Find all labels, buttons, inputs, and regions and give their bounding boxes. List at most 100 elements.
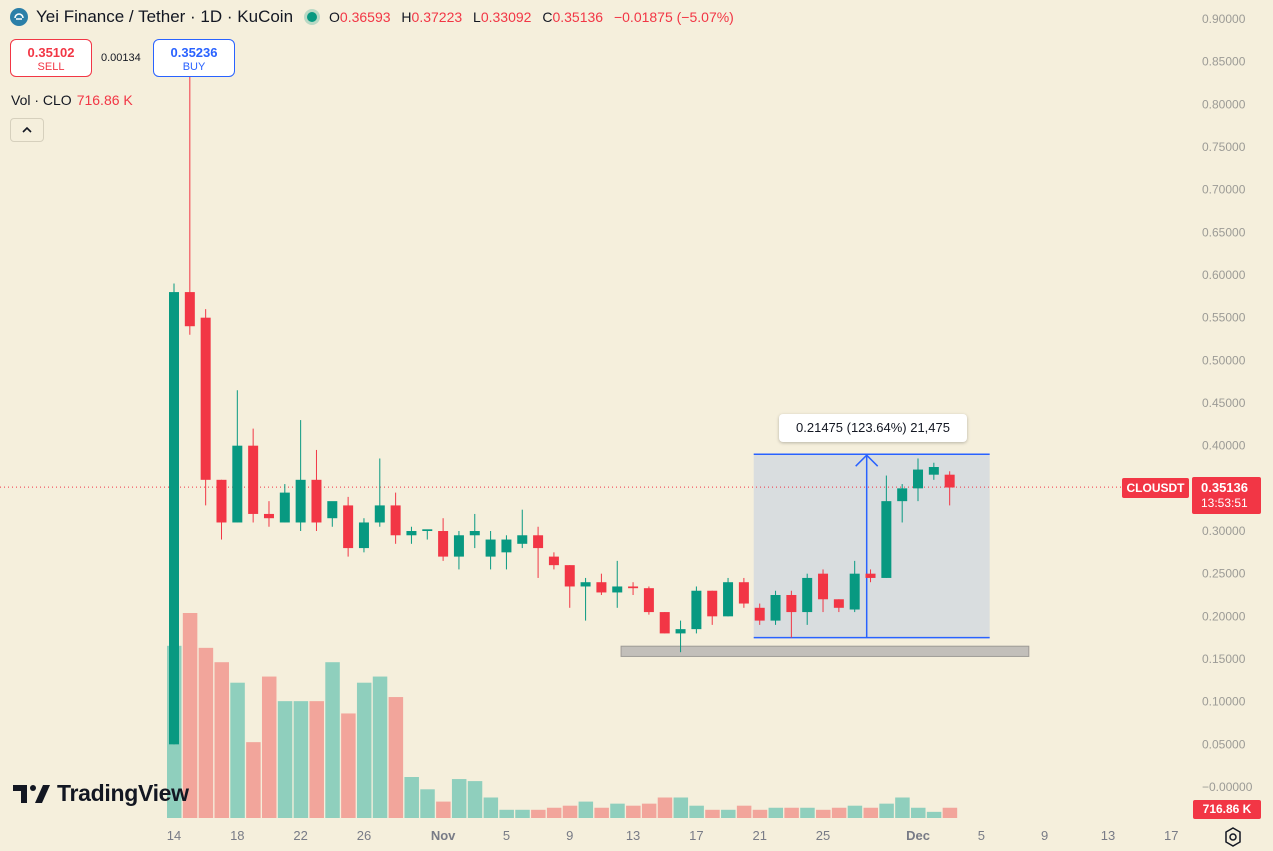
time-axis-label: 25	[816, 828, 830, 843]
volume-bar	[879, 803, 894, 818]
buy-button[interactable]: 0.35236 BUY	[153, 39, 235, 77]
candle	[564, 565, 575, 587]
volume-bar	[531, 809, 546, 818]
ohlc-readout: O0.36593 H0.37223 L0.33092 C0.35136 −0.0…	[329, 9, 734, 25]
time-axis-label: 18	[230, 828, 244, 843]
settings-gear-icon[interactable]	[1222, 826, 1244, 848]
volume-bar	[277, 701, 293, 818]
symbol-price-tag: CLOUSDT	[1122, 478, 1189, 498]
time-axis-label: 13	[626, 828, 640, 843]
candle	[263, 513, 274, 519]
candle	[786, 595, 797, 613]
tradingview-logo-icon	[13, 784, 50, 803]
candle	[818, 573, 829, 600]
candle	[469, 531, 480, 536]
price-axis-label: 0.65000	[1202, 225, 1246, 239]
volume-bar	[388, 697, 404, 818]
volume-bar	[752, 809, 768, 818]
candle	[232, 445, 243, 523]
volume-indicator-legend[interactable]: Vol · CLO 716.86 K	[11, 92, 133, 108]
volume-bar	[800, 807, 815, 818]
measure-tooltip: 0.21475 (123.64%) 21,475	[779, 414, 967, 442]
price-axis-label: 0.40000	[1202, 439, 1246, 453]
volume-bar	[895, 797, 910, 818]
chevron-up-icon[interactable]	[10, 118, 44, 142]
volume-bar	[641, 803, 657, 818]
volume-bar	[657, 797, 673, 818]
candle	[675, 629, 686, 634]
price-change: −0.01875 (−5.07%)	[613, 9, 734, 25]
volume-bar	[721, 809, 736, 818]
candle	[754, 607, 765, 621]
volume-bar	[911, 807, 926, 818]
volume-bar	[515, 809, 530, 818]
volume-bar	[847, 805, 863, 818]
volume-bar	[736, 805, 752, 818]
candle	[295, 479, 306, 523]
candle	[200, 317, 211, 480]
candle	[485, 539, 496, 557]
time-axis-label: 9	[1041, 828, 1048, 843]
volume-value-tag: 716.86 K	[1193, 800, 1261, 819]
support-zone	[620, 645, 1030, 657]
volume-bar	[610, 803, 625, 818]
volume-bar	[230, 682, 245, 818]
volume-bar	[594, 807, 609, 818]
price-axis-label: 0.90000	[1202, 12, 1246, 26]
price-axis-label: 0.30000	[1202, 524, 1246, 538]
time-axis-label: 22	[293, 828, 307, 843]
candle	[533, 535, 544, 549]
volume-bar	[546, 807, 562, 818]
market-status-icon[interactable]	[307, 12, 318, 22]
volume-bar	[372, 676, 388, 818]
volume-bar	[182, 613, 198, 818]
price-axis-label: −0.00000	[1202, 780, 1253, 794]
candle	[501, 539, 512, 553]
volume-bar	[578, 801, 594, 818]
candle	[881, 501, 892, 578]
price-axis-label: 0.70000	[1202, 183, 1246, 197]
time-axis-label: 26	[357, 828, 371, 843]
price-axis-label: 0.20000	[1202, 609, 1246, 623]
volume-bar	[246, 742, 261, 818]
candle	[343, 505, 354, 549]
candle	[374, 505, 385, 523]
candle	[849, 573, 860, 610]
candle	[596, 582, 607, 593]
tradingview-logo[interactable]: TradingView	[13, 780, 189, 807]
candle	[279, 492, 290, 523]
price-axis-label: 0.15000	[1202, 652, 1246, 666]
volume-bar	[261, 676, 277, 818]
candle	[865, 573, 876, 578]
volume-bar	[942, 807, 958, 818]
chart-header: Yei Finance / Tether · 1D · KuCoin O0.36…	[10, 7, 741, 27]
spread-value: 0.00134	[101, 52, 141, 64]
candle	[770, 595, 781, 621]
candle	[390, 505, 401, 536]
candle	[659, 612, 670, 634]
candle	[723, 582, 734, 617]
volume-bar	[420, 789, 435, 818]
price-axis-label: 0.80000	[1202, 97, 1246, 111]
price-axis-label: 0.85000	[1202, 55, 1246, 69]
last-price-tag: 0.35136 13:53:51	[1192, 477, 1261, 514]
volume-bar	[499, 809, 514, 818]
candle	[517, 535, 528, 544]
bar-countdown: 13:53:51	[1201, 496, 1248, 510]
sell-button[interactable]: 0.35102 SELL	[10, 39, 92, 77]
volume-bar	[705, 809, 720, 818]
time-axis-label: 21	[752, 828, 766, 843]
volume-bar	[926, 811, 942, 818]
volume-bar	[436, 801, 451, 818]
volume-bar	[689, 805, 704, 818]
candle	[216, 479, 227, 523]
candle	[913, 469, 924, 489]
symbol-title[interactable]: Yei Finance / Tether · 1D · KuCoin	[36, 7, 294, 26]
volume-bar	[784, 807, 799, 818]
candle	[944, 474, 955, 488]
candle	[453, 535, 464, 557]
price-axis-label: 0.75000	[1202, 140, 1246, 154]
candle	[438, 531, 449, 557]
candle	[548, 556, 559, 566]
